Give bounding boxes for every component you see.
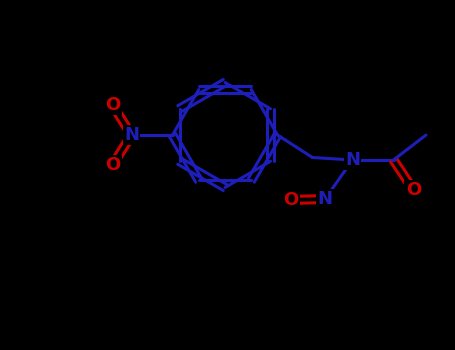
Text: O: O (283, 191, 298, 209)
Text: N: N (124, 126, 139, 144)
Text: N: N (318, 190, 333, 208)
Text: O: O (406, 181, 421, 199)
Text: O: O (105, 156, 120, 174)
Text: O: O (105, 96, 120, 114)
Text: N: N (345, 151, 360, 169)
